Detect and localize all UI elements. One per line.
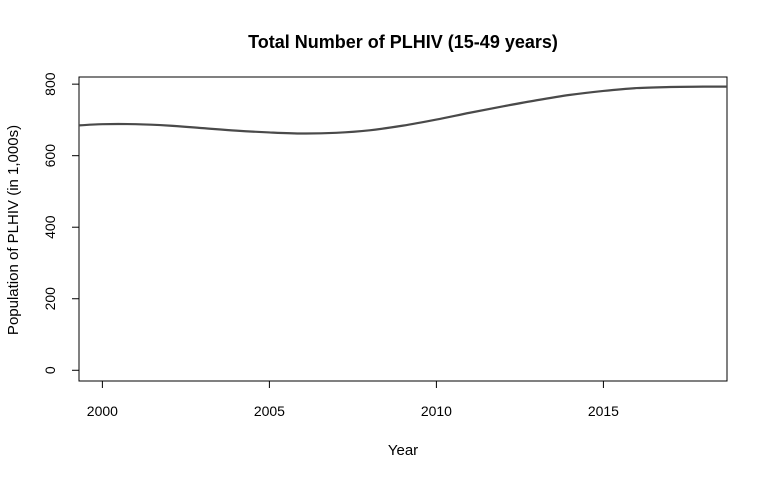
x-tick-label: 2005 (254, 403, 285, 419)
y-tick-label: 0 (42, 366, 58, 374)
y-tick-label: 400 (42, 215, 58, 239)
plot-frame (78, 76, 728, 382)
y-axis-label: Population of PLHIV (in 1,000s) (5, 125, 22, 335)
x-tick-label: 2010 (421, 403, 452, 419)
x-axis: 2000 2005 2010 2015 (87, 380, 619, 419)
y-tick-label: 200 (42, 287, 58, 311)
x-tick-label: 2015 (588, 403, 619, 419)
x-axis-label: Year (388, 442, 418, 459)
y-tick-label: 600 (42, 144, 58, 168)
y-axis: 0 200 400 600 800 (42, 72, 80, 374)
x-tick-label: 2000 (87, 403, 118, 419)
series-line-0 (79, 85, 727, 135)
chart-title: Total Number of PLHIV (15-49 years) (248, 32, 558, 52)
y-tick-label: 800 (42, 72, 58, 96)
series-layer (79, 85, 727, 135)
